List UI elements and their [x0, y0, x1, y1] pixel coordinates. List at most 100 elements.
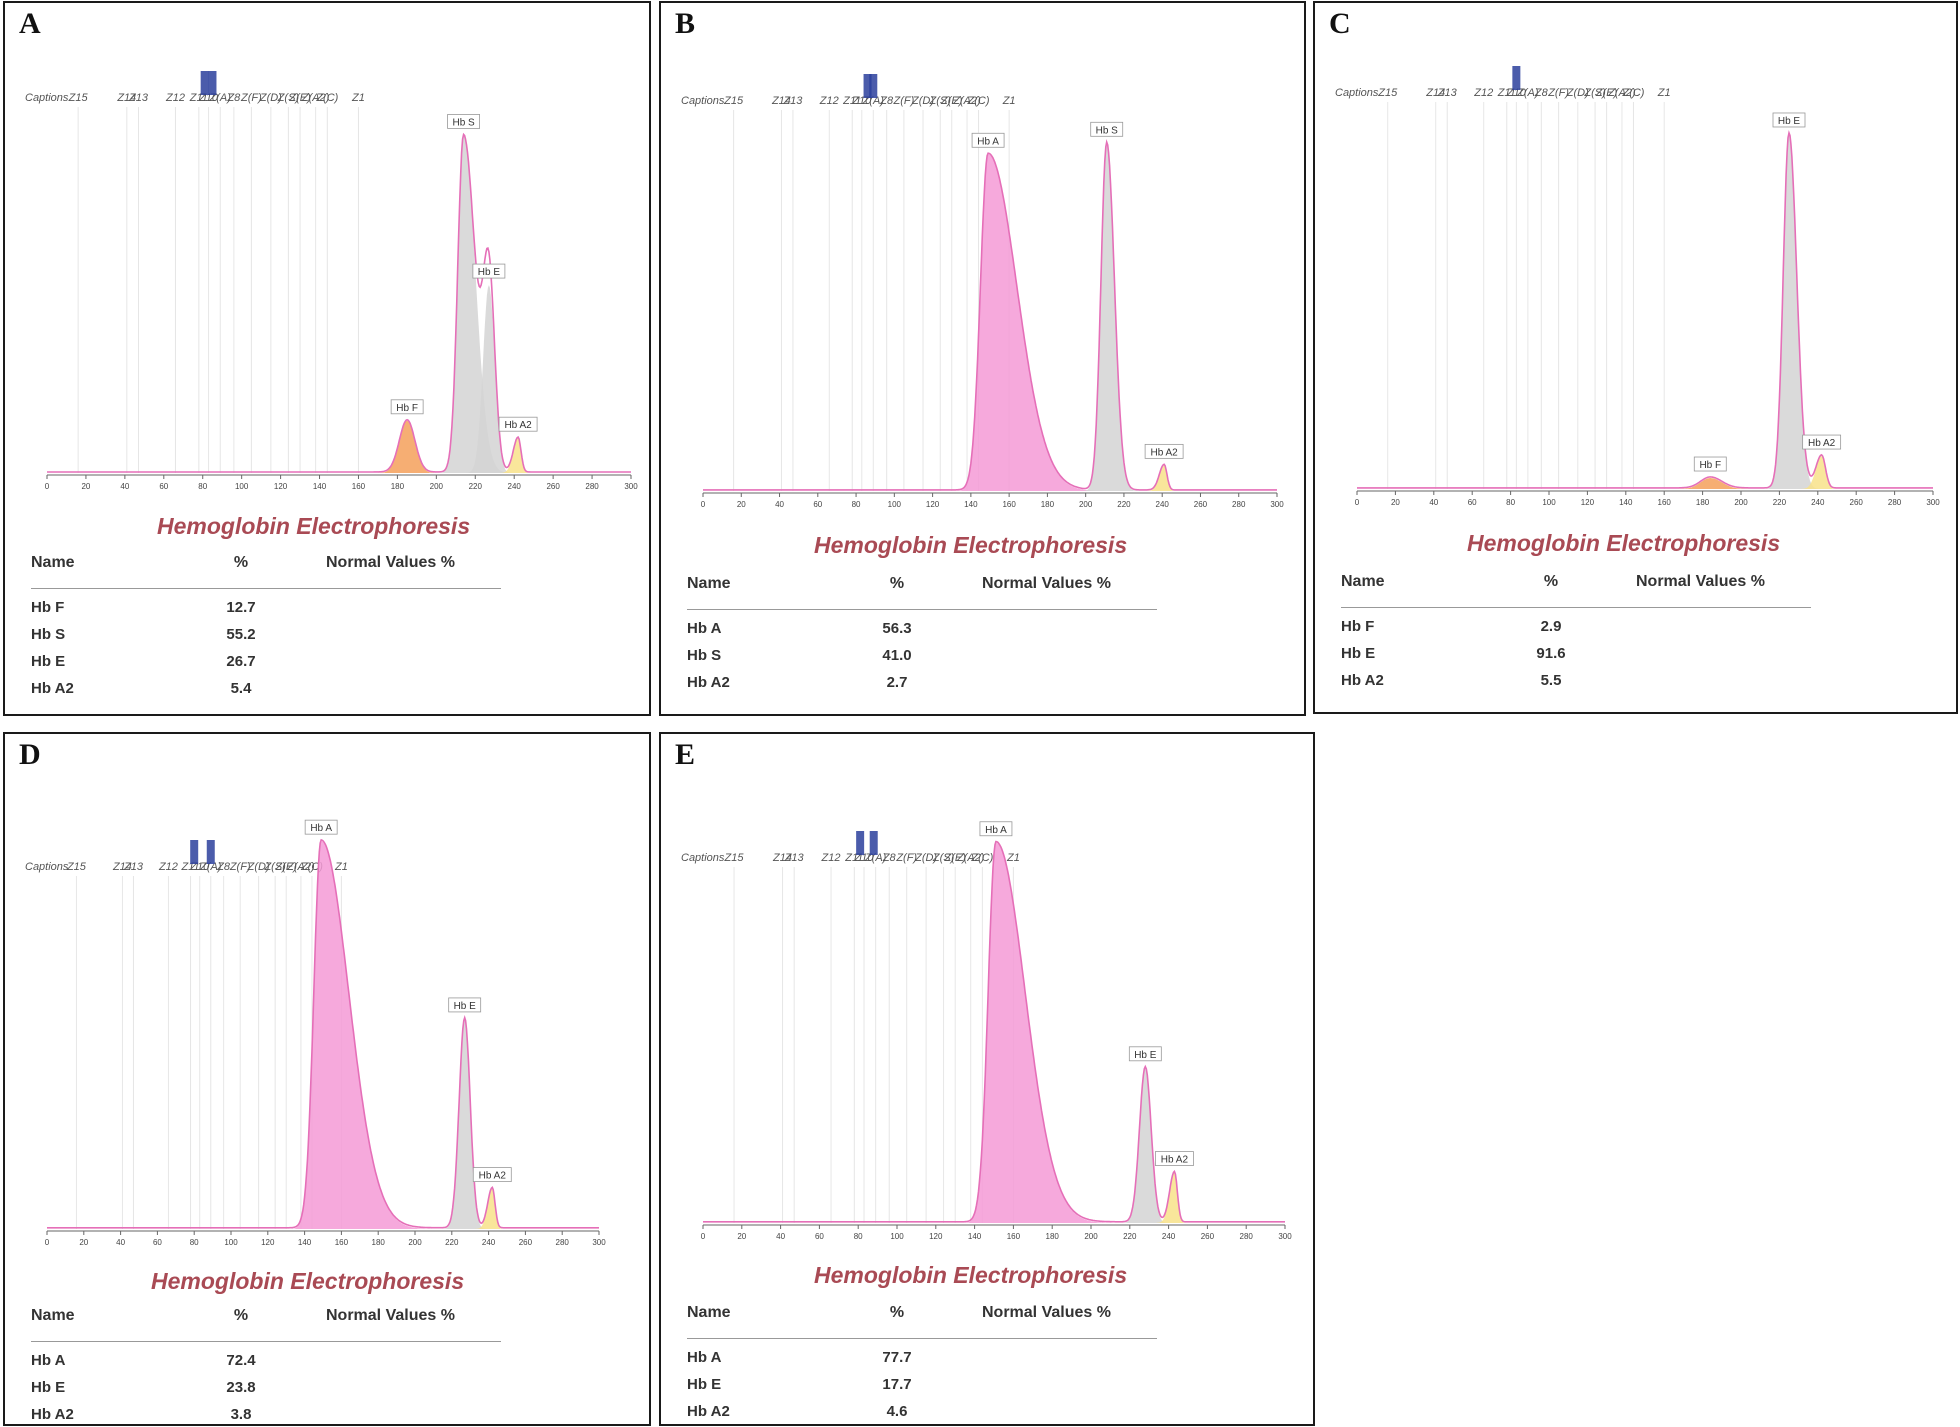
row-percent: 5.5: [1540, 672, 1562, 689]
header-percent: %: [233, 554, 249, 571]
header-percent: %: [1543, 573, 1559, 590]
chart-title: Hemoglobin Electrophoresis: [1467, 530, 1781, 556]
zone-label-z-e: Z(E): [275, 861, 298, 873]
header-name: Name: [31, 1307, 75, 1324]
peak-label-box: [971, 132, 1005, 148]
table-row: Hb F 12.7: [31, 599, 501, 626]
row-percent: 91.6: [1536, 645, 1566, 662]
peak-area-hb-a2: [473, 1188, 504, 1229]
table-header: Name % Normal Values %: [687, 1304, 1157, 1338]
row-name: Hb E: [31, 1379, 66, 1396]
zone-label-z11: Z11: [842, 95, 861, 107]
gel-band: [1512, 66, 1521, 90]
x-tick-label: 180: [391, 482, 405, 491]
zone-label-z-e: Z(E): [288, 92, 311, 104]
zone-label-z-c: Z(C): [967, 95, 990, 107]
zone-label-z-a2: Z(A2): [301, 92, 330, 104]
zone-label-z1: Z1: [351, 92, 365, 104]
x-tick-label: 220: [1123, 1232, 1137, 1241]
row-name: Hb E: [687, 1376, 722, 1393]
peak-label-hb-e: Hb E: [1134, 1050, 1157, 1061]
zone-label-z-s: Z(S): [263, 861, 286, 873]
zone-label-z8: Z8: [216, 861, 231, 873]
row-percent: 3.8: [230, 1406, 252, 1423]
row-name: Hb F: [31, 599, 65, 616]
row-name: Hb A2: [687, 674, 730, 691]
x-tick-label: 60: [813, 500, 822, 509]
peak-label-box: [390, 399, 424, 415]
x-tick-label: 180: [1046, 1232, 1060, 1241]
header-percent: %: [233, 1307, 249, 1324]
x-tick-label: 0: [1355, 498, 1360, 507]
peak-label-hb-a2: Hb A2: [504, 420, 532, 431]
table-row: Hb S 55.2: [31, 626, 501, 653]
table-header: Name % Normal Values %: [687, 575, 1157, 609]
table-row: Hb S 41.0: [687, 647, 1157, 674]
x-tick-label: 0: [45, 1238, 50, 1247]
peak-area-hb-s: [440, 135, 511, 473]
captions-label: Captions: [25, 92, 69, 104]
table-row: Hb E 23.8: [31, 1379, 501, 1406]
zone-label-z15: Z15: [724, 852, 745, 864]
table-row: Hb A2 3.8: [31, 1406, 501, 1424]
zone-label-z-a2: Z(A2): [952, 95, 981, 107]
zone-label-z1: Z1: [1006, 852, 1020, 864]
panel-d: D Captions Z15 Z14 Z13 Z12 Z11 Z10 Z(A) Z8 Z(F) Z(…: [3, 732, 651, 1426]
row-percent: 4.6: [886, 1403, 908, 1420]
header-normal-values: Normal Values %: [982, 1304, 1111, 1321]
x-tick-label: 240: [508, 482, 522, 491]
x-tick-label: 300: [592, 1238, 606, 1247]
x-tick-label: 80: [852, 500, 861, 509]
zone-label-z12: Z12: [1473, 87, 1493, 99]
zone-label-z-e: Z(E): [1595, 87, 1618, 99]
header-name: Name: [687, 1304, 731, 1321]
x-tick-label: 280: [1888, 498, 1902, 507]
peak-label-hb-a2: Hb A2: [1150, 447, 1178, 458]
zone-label-z13: Z13: [1437, 87, 1458, 99]
x-tick-label: 40: [1429, 498, 1438, 507]
zone-label-z14: Z14: [1425, 87, 1445, 99]
x-tick-label: 80: [1506, 498, 1515, 507]
x-tick-label: 280: [585, 482, 599, 491]
row-name: Hb A: [687, 1349, 722, 1366]
gel-band: [206, 840, 215, 864]
peak-area-hb-a2: [1145, 465, 1176, 491]
zone-label-z12: Z12: [819, 95, 839, 107]
zone-label-z-d: Z(D): [259, 92, 282, 104]
peak-label-hb-a2: Hb A2: [1161, 1155, 1189, 1166]
x-tick-label: 40: [120, 482, 129, 491]
chart-title: Hemoglobin Electrophoresis: [814, 532, 1128, 558]
zone-label-z-f: Z(F): [229, 861, 251, 873]
x-tick-label: 20: [737, 1232, 746, 1241]
x-tick-label: 260: [519, 1238, 533, 1247]
zone-label-z12: Z12: [158, 861, 178, 873]
zone-label-z-a: Z(A): [1516, 87, 1539, 99]
results-table: Name % Normal Values % Hb F 12.7 Hb S 55.2…: [31, 554, 501, 707]
x-tick-label: 80: [190, 1238, 199, 1247]
chart-title: Hemoglobin Electrophoresis: [157, 513, 471, 539]
gel-band: [208, 71, 217, 95]
zone-label-z13: Z13: [128, 92, 149, 104]
header-name: Name: [31, 554, 75, 571]
row-name: Hb A2: [31, 680, 74, 697]
peak-area-hb-e: [442, 1018, 487, 1229]
row-name: Hb S: [687, 647, 722, 664]
peak-label-hb-f: Hb F: [396, 403, 418, 414]
peak-label-hb-a: Hb A: [985, 825, 1007, 836]
x-tick-label: 80: [198, 482, 207, 491]
results-table: Name % Normal Values % Hb A 72.4 Hb E 23.8…: [31, 1307, 501, 1424]
zone-label-z15: Z15: [68, 92, 89, 104]
x-tick-label: 200: [408, 1238, 422, 1247]
zone-label-z-e: Z(E): [940, 95, 963, 107]
x-tick-label: 220: [445, 1238, 459, 1247]
zone-label-z-d: Z(D): [914, 852, 937, 864]
electrophoresis-trace: [703, 840, 1285, 1223]
x-tick-label: 180: [1041, 500, 1055, 509]
zone-label-z-a2: Z(A2): [956, 852, 985, 864]
x-tick-label: 120: [926, 500, 940, 509]
x-tick-label: 100: [235, 482, 249, 491]
peak-label-box: [447, 114, 480, 129]
row-percent: 23.8: [226, 1379, 256, 1396]
